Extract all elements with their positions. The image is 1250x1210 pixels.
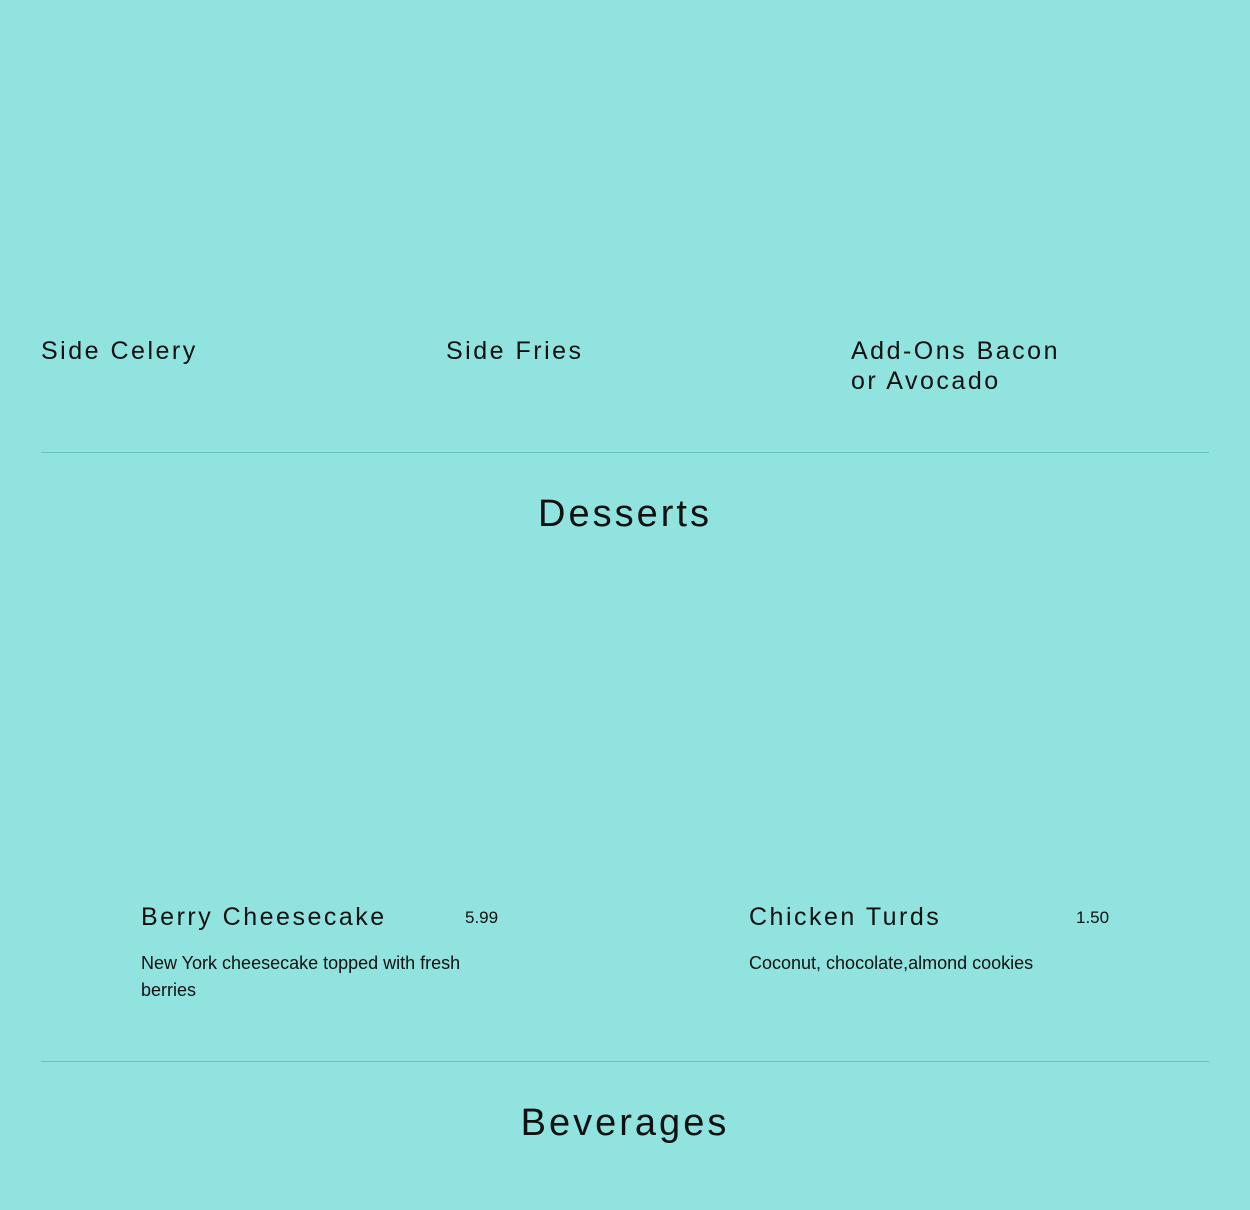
item-description: New York cheesecake topped with fresh be… xyxy=(141,953,461,1000)
menu-item-side-celery: Side Celery xyxy=(41,337,198,365)
item-name: Chicken Turds xyxy=(749,903,942,931)
section-title-beverages: Beverages xyxy=(520,1102,730,1144)
section-divider xyxy=(41,452,1209,453)
section-divider xyxy=(41,1061,1209,1062)
section-title-desserts: Desserts xyxy=(538,493,712,535)
menu-item-add-ons: Add-Ons Bacon or Avocado xyxy=(851,337,1060,395)
item-name: Berry Cheesecake xyxy=(141,903,387,931)
item-price: 1.50 xyxy=(1076,908,1110,927)
item-price: 5.99 xyxy=(465,908,499,927)
item-description: Coconut, chocolate,almond cookies xyxy=(749,953,1034,973)
menu-item-side-fries: Side Fries xyxy=(446,337,584,365)
